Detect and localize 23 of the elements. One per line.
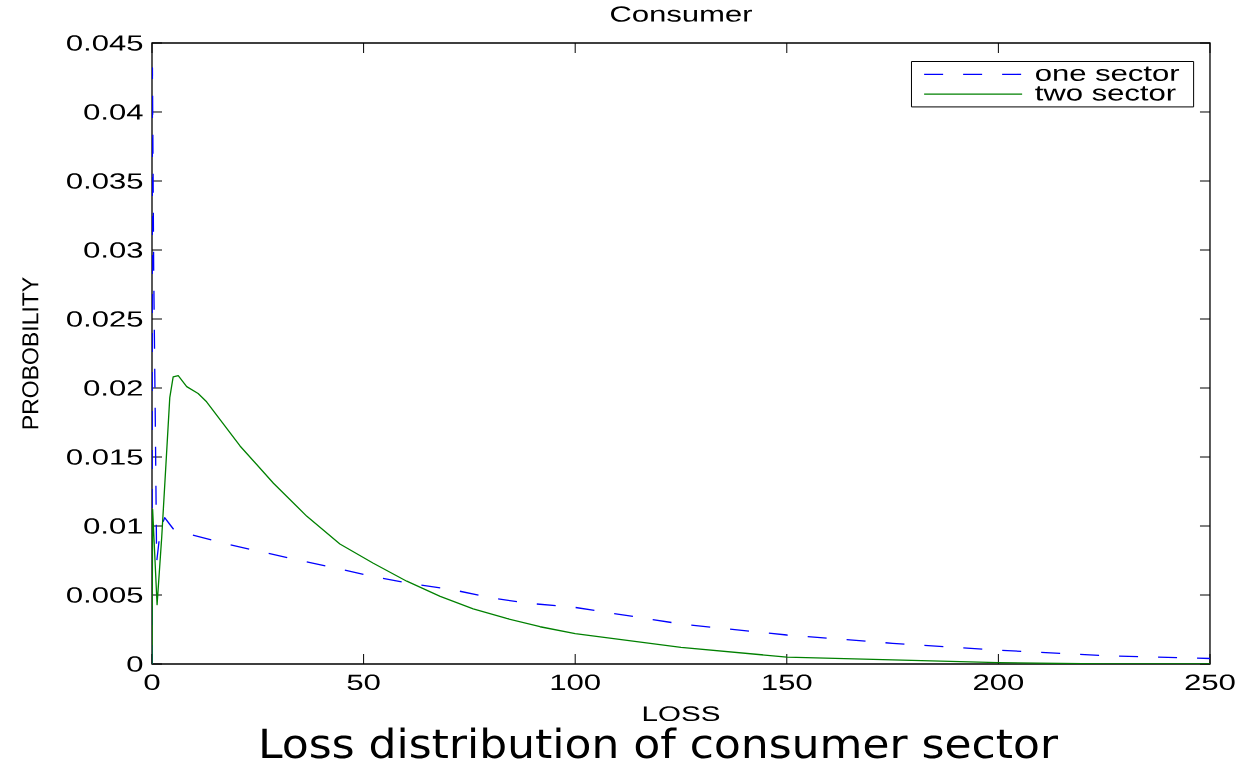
y-axis-title: PROBOBILITY	[22, 277, 39, 429]
x-tick-label: 150	[763, 674, 812, 691]
y-tick-label: 0	[127, 656, 143, 672]
y-tick-label: 0.025	[67, 311, 143, 327]
text: Loss distribution of consumer sector	[262, 727, 1058, 759]
x-axis-title: LOSS	[643, 706, 720, 722]
y-tick-label: 0.035	[67, 173, 143, 189]
x-tick-label: 50	[347, 674, 380, 691]
line-series	[152, 374, 1210, 664]
legend-label: two sector	[1035, 86, 1176, 101]
y-tick-label: 0.03	[84, 242, 143, 258]
x-tick-label: 0	[144, 674, 160, 691]
y-tick-label: 0.015	[67, 449, 143, 465]
y-tick-label: 0.045	[67, 35, 143, 51]
y-tick-label: 0.02	[84, 380, 142, 396]
y-tick-label: 0.01	[84, 518, 142, 534]
x-tick-label: 200	[974, 674, 1024, 691]
y-tick-label: 0.04	[84, 104, 143, 120]
legend-label: one sector	[1036, 66, 1180, 81]
chart-title: Consumer	[611, 6, 752, 22]
x-tick-label: 250	[1185, 674, 1235, 691]
y-tick-label: 0.005	[67, 587, 143, 603]
x-tick-label: 100	[551, 674, 600, 691]
